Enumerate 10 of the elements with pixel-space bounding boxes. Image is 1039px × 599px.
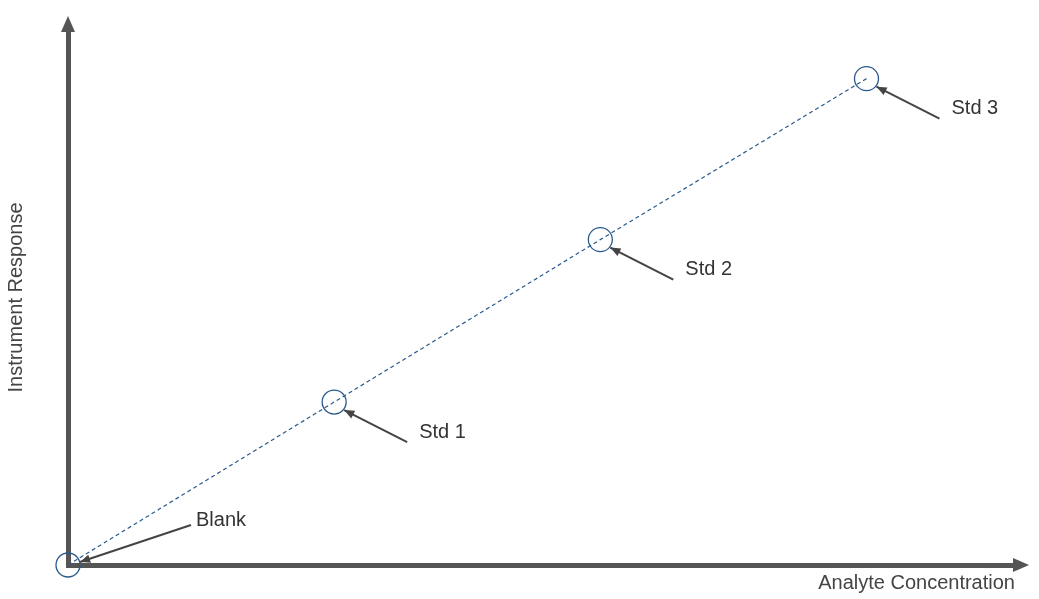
- point: [587, 226, 613, 253]
- annotation: Std 1: [419, 419, 466, 442]
- point: [321, 389, 347, 415]
- y-axis-title: Instrument Response: [3, 202, 26, 393]
- annotation: Std 2: [685, 257, 733, 280]
- x-axis-title: Analyte Concentration: [818, 570, 1015, 593]
- annotation: Std 3: [951, 96, 999, 119]
- point: [55, 552, 81, 578]
- annotation: Blank: [196, 507, 248, 530]
- point: [853, 65, 880, 92]
